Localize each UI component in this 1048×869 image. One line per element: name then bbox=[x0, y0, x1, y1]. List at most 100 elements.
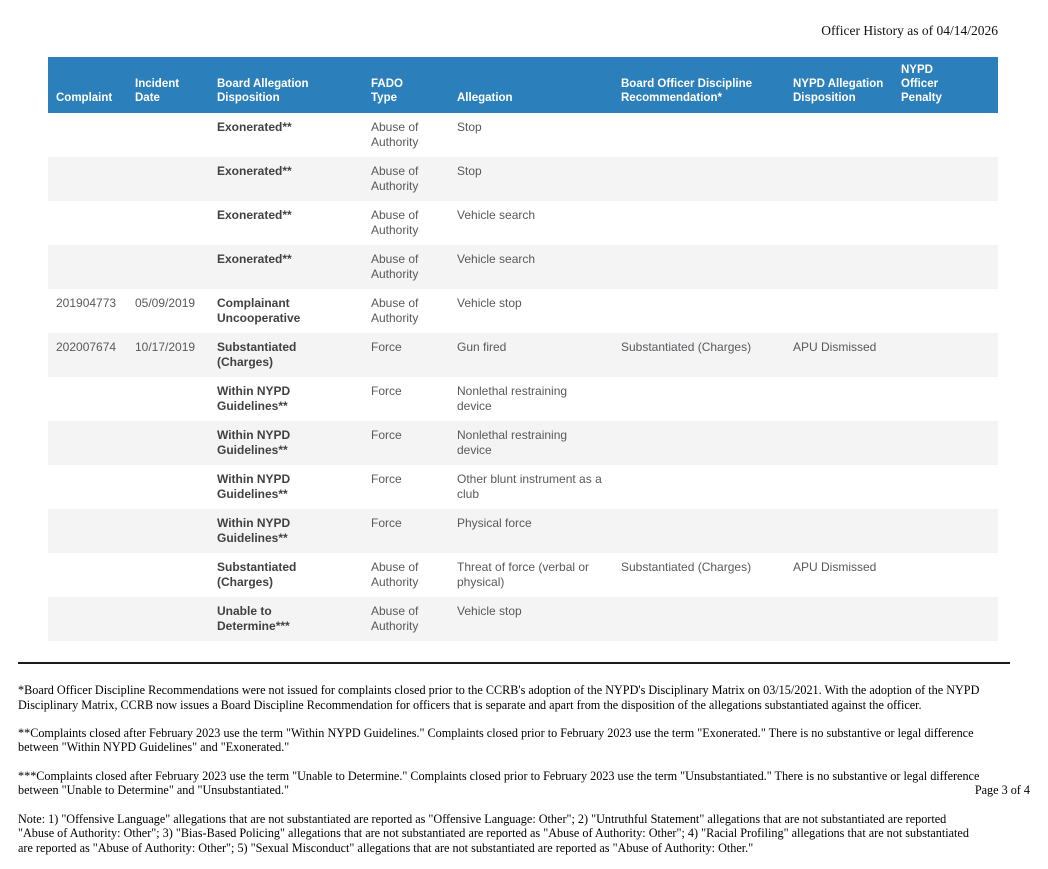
col-header-allegation: Allegation bbox=[449, 57, 613, 113]
cell-board-allegation-disposition: Substantiated (Charges) bbox=[217, 560, 297, 589]
cell-board-allegation-disposition: Unable to Determine*** bbox=[217, 604, 290, 633]
cell-nypd-officer-penalty bbox=[893, 333, 998, 377]
cell-nypd-officer-penalty bbox=[893, 157, 998, 201]
col-header-nypd-allegation-disposition: NYPD Allegation Disposition bbox=[785, 57, 893, 113]
table-row: Substantiated (Charges) Abuse of Authorit… bbox=[48, 553, 998, 597]
cell-incident-date bbox=[127, 597, 209, 641]
cell-nypd-allegation-disposition bbox=[785, 377, 893, 421]
cell-allegation: Stop bbox=[457, 120, 482, 134]
cell-allegation: Nonlethal restraining device bbox=[457, 384, 568, 413]
cell-nypd-allegation-disposition: APU Dismissed bbox=[793, 560, 877, 574]
cell-complaint bbox=[48, 157, 127, 201]
page-number: Page 3 of 4 bbox=[974, 783, 1030, 797]
table-header: Complaint Incident Date Board Allegation… bbox=[48, 57, 998, 113]
cell-allegation: Gun fired bbox=[457, 340, 507, 354]
footnotes-section: *Board Officer Discipline Recommendation… bbox=[18, 669, 1032, 869]
cell-nypd-officer-penalty bbox=[893, 245, 998, 289]
cell-board-allegation-disposition: Exonerated** bbox=[217, 252, 292, 266]
cell-board-officer-discipline-recommendation bbox=[613, 201, 785, 245]
cell-board-officer-discipline-recommendation bbox=[613, 245, 785, 289]
cell-nypd-allegation-disposition bbox=[785, 245, 893, 289]
cell-nypd-allegation-disposition: APU Dismissed bbox=[793, 340, 877, 354]
cell-nypd-allegation-disposition bbox=[785, 465, 893, 509]
table-row: Within NYPD Guidelines** Force Nonlethal r… bbox=[48, 421, 998, 465]
cell-allegation: Vehicle stop bbox=[457, 604, 522, 618]
table-row: Exonerated** Abuse of Authority Vehicle se… bbox=[48, 201, 998, 245]
cell-incident-date bbox=[127, 201, 209, 245]
footnote-divider bbox=[18, 662, 1010, 664]
table-row: Within NYPD Guidelines** Force Physical fo… bbox=[48, 509, 998, 553]
cell-nypd-officer-penalty bbox=[893, 113, 998, 157]
cell-nypd-allegation-disposition bbox=[785, 509, 893, 553]
cell-board-officer-discipline-recommendation bbox=[613, 157, 785, 201]
table-row: Within NYPD Guidelines** Force Other blunt… bbox=[48, 465, 998, 509]
cell-board-officer-discipline-recommendation bbox=[613, 597, 785, 641]
cell-board-allegation-disposition: Within NYPD Guidelines** bbox=[217, 472, 291, 501]
cell-incident-date bbox=[127, 245, 209, 289]
cell-incident-date: 05/09/2019 bbox=[135, 296, 196, 310]
cell-complaint bbox=[48, 421, 127, 465]
col-header-incident-date: Incident Date bbox=[127, 57, 209, 113]
cell-fado-type: Force bbox=[371, 516, 402, 530]
cell-board-officer-discipline-recommendation bbox=[613, 421, 785, 465]
cell-board-officer-discipline-recommendation bbox=[613, 113, 785, 157]
cell-allegation: Vehicle stop bbox=[457, 296, 522, 310]
cell-fado-type: Abuse of Authority bbox=[371, 560, 419, 589]
cell-board-officer-discipline-recommendation: Substantiated (Charges) bbox=[621, 340, 752, 354]
cell-fado-type: Abuse of Authority bbox=[371, 120, 419, 149]
cell-board-allegation-disposition: Within NYPD Guidelines** bbox=[217, 428, 291, 457]
cell-fado-type: Force bbox=[371, 384, 402, 398]
footnote-note-allegation-reporting: Note: 1) "Offensive Language" allegation… bbox=[18, 811, 969, 855]
cell-allegation: Vehicle search bbox=[457, 252, 536, 266]
cell-nypd-allegation-disposition bbox=[785, 201, 893, 245]
cell-nypd-allegation-disposition bbox=[785, 113, 893, 157]
cell-nypd-officer-penalty bbox=[893, 553, 998, 597]
cell-board-allegation-disposition: Exonerated** bbox=[217, 164, 292, 178]
cell-nypd-allegation-disposition bbox=[785, 597, 893, 641]
cell-board-allegation-disposition: Substantiated (Charges) bbox=[217, 340, 297, 369]
cell-board-officer-discipline-recommendation bbox=[613, 377, 785, 421]
cell-board-allegation-disposition: Within NYPD Guidelines** bbox=[217, 516, 291, 545]
cell-incident-date bbox=[127, 465, 209, 509]
footnote-unable-to-determine: ***Complaints closed after February 2023… bbox=[18, 769, 980, 798]
cell-board-officer-discipline-recommendation bbox=[613, 289, 785, 333]
table-header-row: Complaint Incident Date Board Allegation… bbox=[48, 57, 998, 113]
col-header-nypd-officer-penalty: NYPD Officer Penalty bbox=[893, 57, 998, 113]
cell-incident-date bbox=[127, 113, 209, 157]
cell-fado-type: Abuse of Authority bbox=[371, 296, 419, 325]
cell-complaint bbox=[48, 509, 127, 553]
cell-board-officer-discipline-recommendation: Substantiated (Charges) bbox=[621, 560, 752, 574]
cell-nypd-officer-penalty bbox=[893, 201, 998, 245]
cell-fado-type: Force bbox=[371, 428, 402, 442]
cell-allegation: Physical force bbox=[457, 516, 532, 530]
cell-incident-date bbox=[127, 421, 209, 465]
col-header-complaint: Complaint bbox=[48, 57, 127, 113]
cell-fado-type: Abuse of Authority bbox=[371, 252, 419, 281]
cell-board-officer-discipline-recommendation bbox=[613, 465, 785, 509]
cell-fado-type: Force bbox=[371, 340, 402, 354]
cell-fado-type: Force bbox=[371, 472, 402, 486]
cell-board-officer-discipline-recommendation bbox=[613, 509, 785, 553]
col-header-board-officer-discipline-recommendation: Board Officer Discipline Recommendation* bbox=[613, 57, 785, 113]
cell-nypd-officer-penalty bbox=[893, 465, 998, 509]
cell-incident-date: 10/17/2019 bbox=[135, 340, 196, 354]
table-row: Unable to Determine*** Abuse of Authority… bbox=[48, 597, 998, 641]
cell-board-allegation-disposition: Within NYPD Guidelines** bbox=[217, 384, 291, 413]
cell-nypd-officer-penalty bbox=[893, 509, 998, 553]
cell-incident-date bbox=[127, 157, 209, 201]
table-row: 201904773 05/09/2019 Complainant Uncoopera… bbox=[48, 289, 998, 333]
table-row: Exonerated** Abuse of Authority Vehicle se… bbox=[48, 245, 998, 289]
cell-complaint bbox=[48, 201, 127, 245]
cell-complaint: 201904773 bbox=[56, 296, 117, 310]
col-header-fado-type: FADO Type bbox=[363, 57, 449, 113]
cell-fado-type: Abuse of Authority bbox=[371, 164, 419, 193]
cell-incident-date bbox=[127, 377, 209, 421]
table-body: Exonerated** Abuse of Authority Stop Exoner… bbox=[48, 113, 998, 641]
cell-complaint bbox=[48, 245, 127, 289]
table-row: Exonerated** Abuse of Authority Stop bbox=[48, 157, 998, 201]
cell-allegation: Threat of force (verbal or physical) bbox=[457, 560, 590, 589]
cell-board-allegation-disposition: Exonerated** bbox=[217, 208, 292, 222]
footnote-within-nypd-guidelines: **Complaints closed after February 2023 … bbox=[18, 726, 974, 755]
cell-board-allegation-disposition: Exonerated** bbox=[217, 120, 292, 134]
officer-history-table: Complaint Incident Date Board Allegation… bbox=[48, 57, 998, 641]
